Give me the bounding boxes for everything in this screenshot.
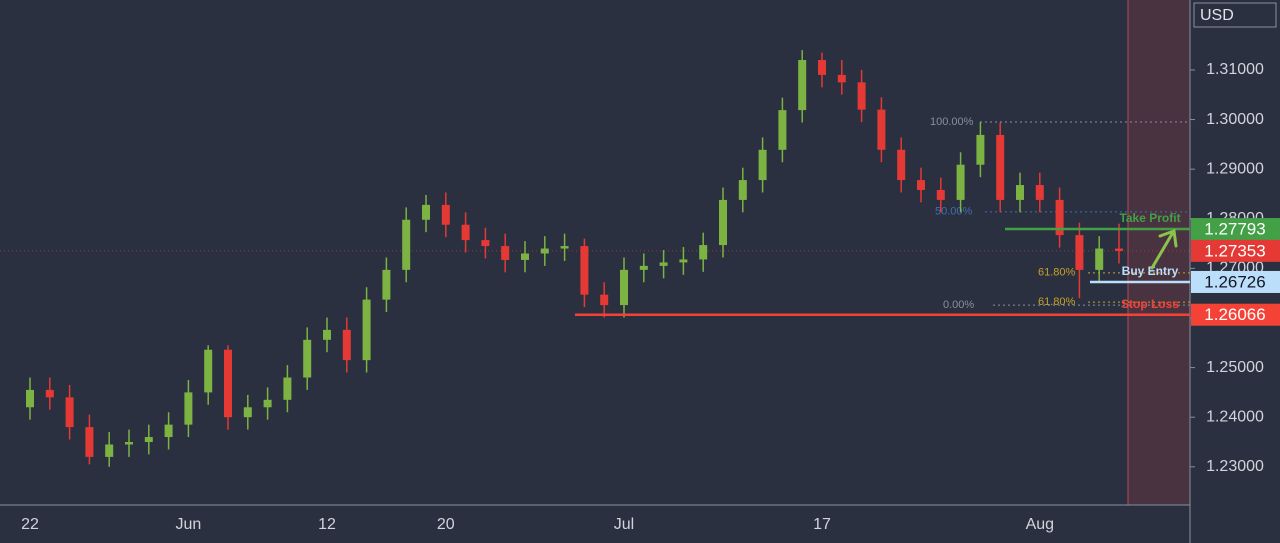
trade-arrow (1150, 228, 1178, 270)
candle-body (65, 397, 74, 428)
candle-body (580, 246, 589, 295)
candle-body (877, 109, 886, 150)
candle-body (897, 149, 906, 181)
candle-body (243, 407, 252, 418)
price-badge (1191, 218, 1280, 241)
candle-body (659, 262, 668, 266)
candle-body (1075, 235, 1084, 270)
candle-body (501, 246, 510, 260)
candle-body (105, 444, 114, 457)
candle-body (600, 294, 609, 306)
price-badge-label: 1.26726 (1204, 272, 1265, 291)
candle-body (738, 180, 747, 200)
future-zone (1128, 0, 1190, 505)
candle-body (936, 189, 945, 200)
fib-label: 0.00% (943, 299, 974, 311)
y-tick-label: 1.23000 (1206, 458, 1264, 475)
candle-body (837, 74, 846, 83)
level-name: Buy Entry (1122, 264, 1179, 278)
price-badge-label: 1.27793 (1204, 220, 1265, 239)
candle-body (758, 149, 767, 181)
candle-body (1035, 185, 1044, 200)
candle-body (422, 204, 430, 220)
candle-body (719, 199, 727, 246)
candle-body (125, 441, 133, 445)
candle-body (620, 269, 628, 306)
candle-body (382, 269, 391, 300)
candle-body (917, 180, 925, 190)
candle-body (481, 240, 490, 247)
candle-body (184, 392, 193, 425)
level-name: Stop Loss (1121, 297, 1179, 311)
candle-body (26, 389, 34, 408)
candle-body (362, 299, 371, 361)
candle-body (45, 389, 54, 398)
currency-box (1193, 2, 1277, 28)
candle-body (303, 339, 312, 378)
candle-body (778, 110, 787, 150)
x-tick-label: Jun (176, 516, 202, 533)
candle-body (441, 204, 450, 225)
price-badge-label: 1.26066 (1204, 305, 1265, 324)
candle-body (521, 253, 529, 260)
candle-body (560, 246, 569, 249)
candle-body (679, 259, 688, 263)
price-badge (1191, 239, 1280, 262)
candle-body (204, 349, 213, 393)
y-tick-label: 1.25000 (1206, 359, 1264, 376)
x-tick-label: 20 (437, 516, 455, 533)
y-tick-label: 1.24000 (1206, 408, 1264, 425)
candle-body (1016, 185, 1024, 200)
y-tick-label: 1.31000 (1206, 61, 1264, 78)
x-tick-label: 22 (21, 516, 39, 533)
candle-body (818, 60, 826, 75)
x-tick-label: 17 (813, 516, 831, 533)
candle-body (402, 219, 411, 270)
candle-body (1115, 248, 1123, 252)
price-badge-label: 1.27353 (1204, 241, 1265, 260)
candle-body (1095, 248, 1104, 270)
candle-body (976, 134, 985, 165)
candle-body (996, 134, 1005, 200)
x-tick-label: 12 (318, 516, 336, 533)
candle-body (323, 329, 331, 340)
candle-body (144, 437, 153, 442)
fib-label: 61.80% (1038, 267, 1076, 279)
fib-label: 100.00% (930, 116, 974, 128)
candle-body (699, 245, 708, 260)
y-tick-label: 1.30000 (1206, 111, 1264, 128)
candle-body (639, 265, 648, 270)
candle-body (1055, 199, 1064, 236)
candle-body (85, 427, 94, 457)
candle-body (224, 349, 232, 418)
candle-body (857, 82, 866, 110)
candle-body (540, 248, 549, 254)
x-tick-label: Aug (1026, 516, 1054, 533)
price-badge (1191, 303, 1280, 326)
candle-body (263, 399, 272, 408)
candle-body (956, 164, 965, 200)
x-tick-label: Jul (614, 516, 634, 533)
candle-body (461, 224, 470, 241)
candle-body (798, 60, 807, 111)
candle-body (342, 329, 351, 361)
price-badge (1191, 270, 1280, 293)
currency: USD (1200, 7, 1234, 24)
candle-body (164, 424, 173, 438)
y-tick-label: 1.29000 (1206, 160, 1264, 177)
candle-body (283, 377, 292, 400)
level-name: Take Profit (1119, 211, 1180, 225)
fib-label: 61.80% (1038, 296, 1076, 308)
fib-label: 50.00% (935, 206, 973, 218)
